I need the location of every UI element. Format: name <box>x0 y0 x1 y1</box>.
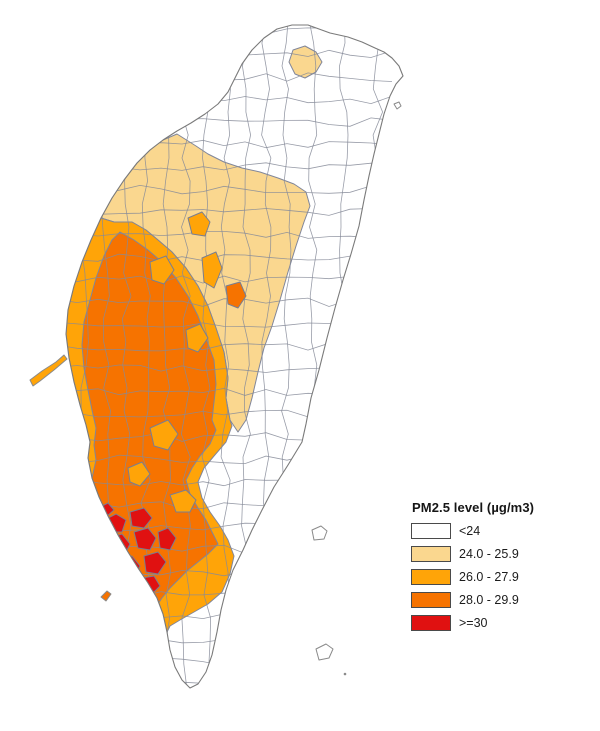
township-border-line <box>180 25 192 688</box>
legend-swatch-26-27.9 <box>411 568 451 585</box>
region-24-25.9-taipei-cluster <box>288 45 323 79</box>
pocket-26-27.9 <box>149 255 175 285</box>
pocket-26-27.9 <box>127 461 151 487</box>
legend-label: >=30 <box>459 615 488 630</box>
island-coastline <box>65 24 404 689</box>
legend-title: PM2.5 level (µg/m3) <box>412 500 535 515</box>
township-border-line <box>66 613 393 622</box>
pocket-26-27.9 <box>149 419 179 451</box>
legend-swatch-ge30 <box>411 614 451 631</box>
legend-label: 28.0 - 29.9 <box>459 592 519 607</box>
cell-urban-gray <box>99 556 117 573</box>
cell-ge30 <box>129 507 153 529</box>
pocket-26-27.9 <box>185 323 209 353</box>
township-border-line <box>220 25 232 688</box>
islet-orchid-island <box>315 643 334 661</box>
township-border-line <box>66 208 393 216</box>
cell-ge30 <box>97 541 115 561</box>
township-border-line <box>201 25 212 688</box>
pocket-26-27.9 <box>169 489 197 513</box>
islet-dot <box>343 672 347 676</box>
legend-label: <24 <box>459 523 481 538</box>
cell-ge30 <box>143 551 167 575</box>
township-border-line <box>66 275 393 284</box>
township-border-line <box>66 229 393 239</box>
islet-green-island <box>311 525 328 541</box>
township-border-line <box>66 679 393 688</box>
legend-item: >=30 <box>411 614 581 631</box>
pocket-28-29.9 <box>225 281 247 309</box>
islet-sandbar <box>29 354 68 387</box>
legend-item: 26.0 - 27.9 <box>411 568 581 585</box>
pocket-26-27.9 <box>187 211 211 237</box>
cell-ge30 <box>157 527 177 551</box>
legend-swatch-lt24 <box>411 522 451 539</box>
pocket-26-27.9 <box>201 251 223 289</box>
legend-swatch-28-29.9 <box>411 591 451 608</box>
legend-swatch-24-25.9 <box>411 545 451 562</box>
legend-item: 24.0 - 25.9 <box>411 545 581 562</box>
map-legend: PM2.5 level (µg/m3) <24 24.0 - 25.9 26.0… <box>411 500 581 637</box>
township-border-line <box>66 657 393 667</box>
cell-ge30 <box>133 527 157 551</box>
legend-label: 26.0 - 27.9 <box>459 569 519 584</box>
legend-label: 24.0 - 25.9 <box>459 546 519 561</box>
islet-guishan <box>393 101 402 110</box>
islet-xiaoliuqiu <box>100 590 112 602</box>
township-border-line <box>66 635 393 645</box>
legend-item: <24 <box>411 522 581 539</box>
legend-item: 28.0 - 29.9 <box>411 591 581 608</box>
